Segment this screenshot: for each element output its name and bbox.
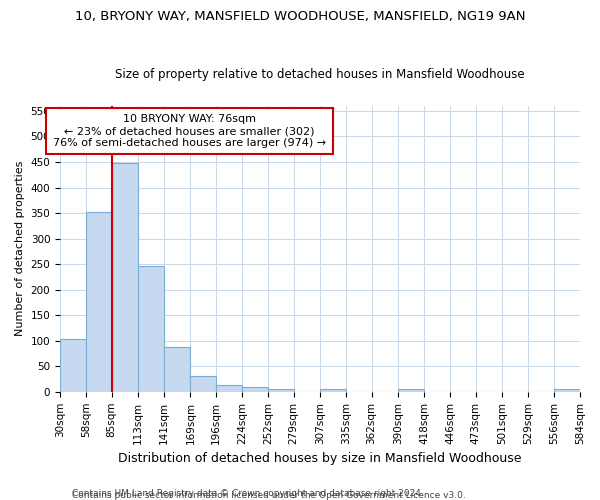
Bar bbox=[216, 385, 242, 392]
Bar bbox=[138, 266, 164, 392]
Bar bbox=[164, 348, 190, 392]
Text: 10 BRYONY WAY: 76sqm
← 23% of detached houses are smaller (302)
76% of semi-deta: 10 BRYONY WAY: 76sqm ← 23% of detached h… bbox=[53, 114, 326, 148]
Bar bbox=[60, 339, 86, 392]
Bar bbox=[242, 387, 268, 392]
Text: 10, BRYONY WAY, MANSFIELD WOODHOUSE, MANSFIELD, NG19 9AN: 10, BRYONY WAY, MANSFIELD WOODHOUSE, MAN… bbox=[75, 10, 525, 23]
Y-axis label: Number of detached properties: Number of detached properties bbox=[15, 161, 25, 336]
Bar bbox=[554, 390, 580, 392]
Bar bbox=[112, 163, 138, 392]
Text: Contains HM Land Registry data © Crown copyright and database right 2024.: Contains HM Land Registry data © Crown c… bbox=[72, 488, 424, 498]
X-axis label: Distribution of detached houses by size in Mansfield Woodhouse: Distribution of detached houses by size … bbox=[118, 452, 522, 465]
Text: Contains public sector information licensed under the Open Government Licence v3: Contains public sector information licen… bbox=[72, 491, 466, 500]
Title: Size of property relative to detached houses in Mansfield Woodhouse: Size of property relative to detached ho… bbox=[115, 68, 525, 81]
Bar bbox=[190, 376, 216, 392]
Bar bbox=[86, 212, 112, 392]
Bar bbox=[320, 390, 346, 392]
Bar bbox=[398, 389, 424, 392]
Bar bbox=[268, 390, 294, 392]
